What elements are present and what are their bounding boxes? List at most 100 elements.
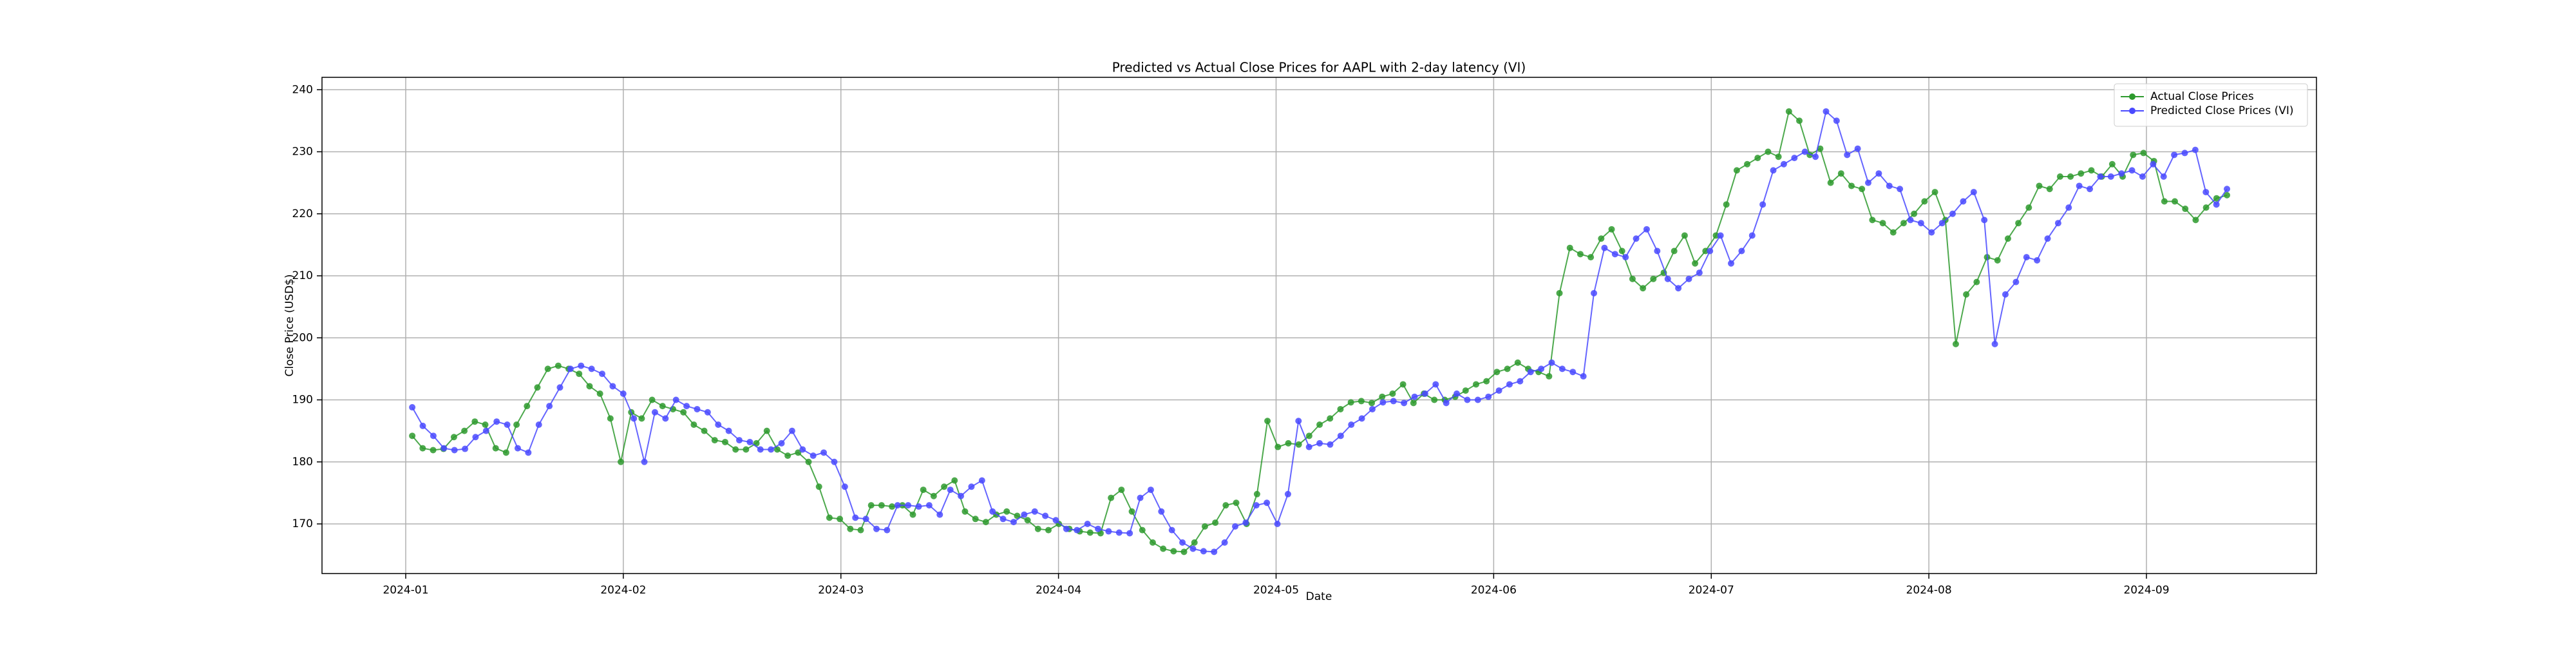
point	[982, 519, 989, 526]
point	[1410, 400, 1417, 407]
point	[1775, 153, 1782, 160]
legend-marker	[2129, 93, 2136, 100]
point	[2054, 220, 2061, 227]
point	[1115, 529, 1122, 536]
point	[1074, 526, 1081, 534]
point	[546, 403, 553, 410]
point	[1591, 289, 1598, 296]
point	[544, 365, 551, 372]
point	[651, 409, 658, 416]
point	[649, 396, 656, 403]
point	[1675, 285, 1682, 292]
point	[1233, 499, 1240, 507]
point	[1917, 220, 1924, 227]
point	[1889, 229, 1897, 236]
point	[857, 526, 864, 534]
point	[2044, 235, 2051, 242]
point	[1744, 160, 1751, 168]
point	[1812, 153, 1819, 160]
point	[2224, 191, 2231, 198]
point	[1389, 390, 1396, 397]
point	[704, 409, 711, 416]
legend-label: Actual Close Prices	[2150, 90, 2254, 103]
y-tick-label: 240	[292, 83, 313, 96]
point	[978, 477, 985, 484]
point	[757, 446, 764, 453]
point	[1527, 369, 1534, 376]
point	[958, 492, 965, 499]
point	[1707, 247, 1714, 255]
point	[989, 508, 996, 515]
chart-title: Predicted vs Actual Close Prices for AAP…	[1112, 60, 1526, 75]
legend-box	[2114, 83, 2308, 127]
point	[1514, 359, 1521, 366]
point	[1791, 155, 1798, 162]
point	[1506, 381, 1513, 388]
point	[451, 447, 458, 454]
point	[450, 434, 457, 441]
point	[672, 396, 679, 403]
point	[1963, 291, 1970, 298]
point	[815, 483, 822, 490]
point	[1931, 189, 1938, 196]
point	[2097, 173, 2104, 180]
point	[862, 516, 869, 523]
point	[2202, 189, 2210, 196]
point	[2171, 151, 2178, 159]
point	[1180, 548, 1188, 555]
point	[1823, 108, 1830, 115]
y-tick-label: 220	[292, 208, 313, 220]
point	[1785, 108, 1792, 115]
point	[1179, 539, 1186, 546]
point	[1765, 148, 1772, 155]
point	[1421, 390, 1428, 397]
legend-label: Predicted Close Prices (VI)	[2150, 104, 2294, 117]
point	[1274, 443, 1282, 450]
point	[721, 438, 728, 445]
point	[831, 458, 838, 465]
point	[2172, 198, 2179, 205]
point	[1598, 235, 1605, 242]
point	[925, 502, 933, 509]
point	[1801, 148, 1808, 155]
point	[2130, 151, 2137, 159]
point	[1907, 217, 1914, 224]
point	[2015, 220, 2022, 227]
point	[795, 449, 802, 456]
point	[1796, 117, 1803, 124]
point	[641, 458, 648, 465]
point	[1643, 226, 1650, 233]
point	[1733, 167, 1740, 174]
point	[2192, 217, 2199, 224]
point	[1264, 499, 1271, 507]
point	[1618, 247, 1625, 255]
point	[1921, 198, 1928, 205]
point	[2182, 206, 2189, 213]
point	[607, 415, 614, 422]
point	[2025, 204, 2032, 211]
point	[1327, 415, 1334, 422]
point	[1538, 365, 1545, 372]
point	[504, 421, 511, 428]
x-axis-label: Date	[1306, 590, 1332, 603]
y-tick-label: 170	[292, 517, 313, 530]
point	[701, 427, 708, 434]
point	[662, 415, 669, 422]
point	[1095, 525, 1102, 532]
point	[1108, 494, 1115, 501]
point	[894, 502, 901, 509]
point	[578, 362, 585, 369]
point	[1569, 369, 1577, 376]
point	[1817, 145, 1824, 152]
x-tick-label: 2024-04	[1036, 584, 1081, 597]
point	[1126, 530, 1133, 537]
point	[690, 421, 697, 428]
point	[1928, 229, 1935, 236]
point	[1431, 396, 1438, 403]
point	[1327, 441, 1334, 448]
point	[788, 427, 795, 434]
point	[1160, 545, 1167, 552]
point	[1493, 369, 1501, 376]
point	[525, 449, 532, 456]
